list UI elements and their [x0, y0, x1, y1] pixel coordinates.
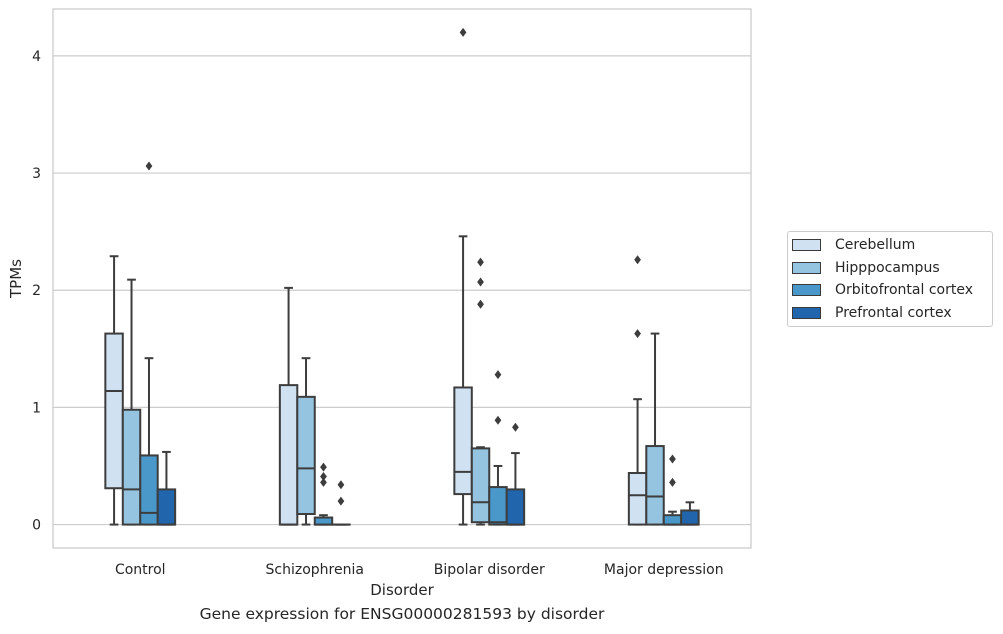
outlier-point	[320, 462, 327, 472]
y-tick-label: 3	[32, 166, 41, 182]
y-tick-label: 1	[32, 400, 41, 416]
box-hipppocampus-2	[470, 257, 491, 526]
legend-label: Orbitofrontal cortex	[835, 282, 973, 299]
box-iqr	[453, 386, 473, 496]
legend-label: Cerebellum	[835, 237, 916, 254]
y-axis-title: TPMs	[7, 259, 25, 299]
outlier-point	[477, 257, 484, 267]
box-prefrontal-cortex-2	[505, 422, 526, 526]
box-iqr	[104, 332, 124, 490]
outlier-point	[337, 480, 345, 490]
x-tick-label: Control	[115, 562, 166, 578]
outlier-point	[512, 422, 519, 432]
legend-item: Orbitofrontal cortex	[788, 279, 992, 302]
box-prefrontal-cortex-0	[156, 450, 177, 526]
box-iqr	[313, 516, 334, 526]
box-hipppocampus-0	[121, 278, 142, 526]
x-axis-title: Disorder	[370, 581, 434, 599]
box-iqr	[627, 472, 648, 526]
y-tick-label: 2	[32, 283, 41, 299]
outlier-point	[320, 472, 327, 482]
box-iqr	[278, 384, 299, 526]
y-tick-labels: 0 1 2 3 4	[32, 49, 41, 534]
outlier-point	[634, 329, 641, 339]
outlier-point	[477, 277, 484, 287]
box-iqr	[680, 509, 700, 526]
legend-item: Hipppocampus	[788, 257, 992, 280]
x-tick-label: Schizophrenia	[266, 562, 364, 578]
box-orbitofrontal-cortex-2	[488, 370, 508, 526]
x-tick-label: Bipolar disorder	[434, 562, 545, 578]
box-iqr	[662, 514, 683, 526]
box-iqr	[139, 454, 159, 526]
outlier-point	[669, 477, 676, 487]
legend-item: Prefrontal cortex	[788, 302, 992, 325]
box-prefrontal-cortex-1	[331, 480, 351, 526]
box-iqr	[488, 486, 508, 526]
outlier-point	[145, 161, 153, 171]
box-orbitofrontal-cortex-1	[313, 462, 334, 526]
legend-swatch	[792, 239, 821, 252]
box-iqr	[296, 395, 316, 516]
box-prefrontal-cortex-3	[680, 501, 700, 526]
y-tick-label: 4	[32, 49, 41, 65]
x-tick-labels: Control Schizophrenia Bipolar disorder Majo…	[115, 562, 724, 578]
box-hipppocampus-1	[296, 357, 316, 526]
y-tick-label: 0	[32, 518, 41, 534]
outlier-point	[494, 370, 502, 380]
box-iqr	[121, 408, 142, 526]
legend-label: Prefrontal cortex	[835, 304, 952, 321]
box-iqr	[645, 445, 665, 526]
legend-swatch	[792, 261, 821, 274]
box-iqr	[156, 488, 177, 526]
box-cerebellum-3	[627, 255, 648, 526]
outlier-point	[669, 454, 676, 464]
box-groups	[104, 27, 700, 526]
legend-swatch	[792, 306, 821, 319]
outlier-point	[320, 477, 327, 487]
outlier-point	[459, 27, 467, 37]
legend-swatch	[792, 284, 821, 297]
legend-label: Hipppocampus	[835, 259, 940, 276]
plot-frame	[52, 8, 752, 549]
box-orbitofrontal-cortex-0	[139, 161, 159, 526]
box-orbitofrontal-cortex-3	[662, 454, 683, 526]
x-tick-label: Major depression	[604, 562, 724, 578]
box-iqr	[505, 488, 526, 526]
box-hipppocampus-3	[645, 332, 665, 526]
box-cerebellum-2	[453, 27, 473, 526]
legend: Cerebellum Hipppocampus Orbitofrontal cort…	[787, 231, 993, 327]
outlier-point	[494, 415, 502, 425]
legend-item: Cerebellum	[788, 234, 992, 257]
outlier-point	[477, 299, 484, 309]
box-cerebellum-0	[104, 255, 124, 526]
box-cerebellum-1	[278, 286, 299, 526]
chart-title: Gene expression for ENSG00000281593 by d…	[199, 605, 605, 623]
outlier-point	[634, 255, 641, 265]
box-iqr	[470, 447, 491, 524]
outlier-point	[337, 496, 345, 506]
